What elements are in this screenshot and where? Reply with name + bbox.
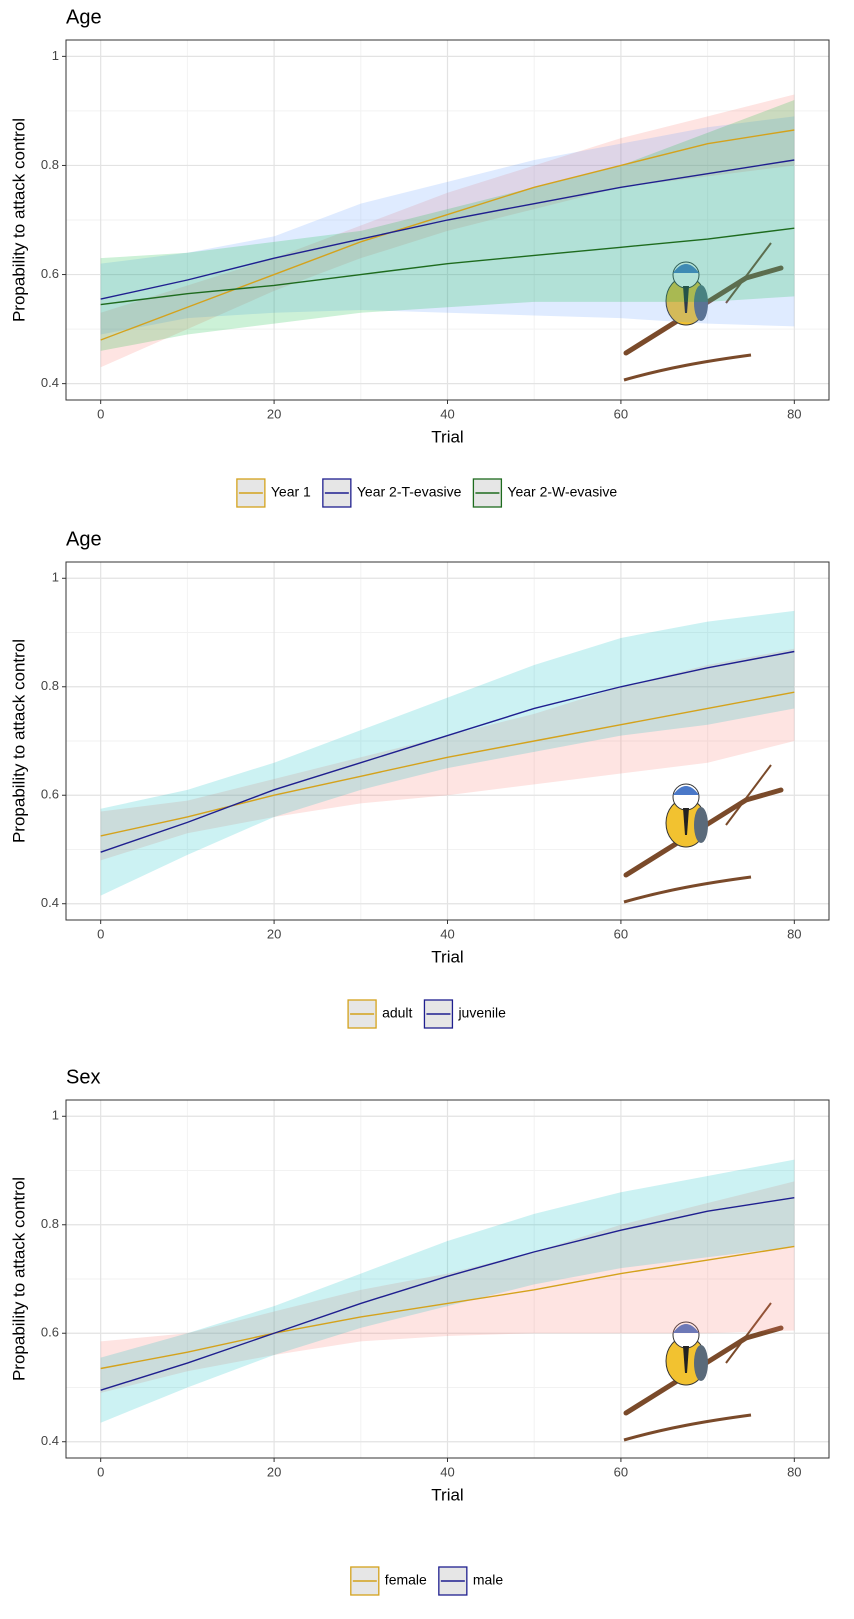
x-tick-label: 80	[787, 1464, 801, 1479]
y-tick-label: 0.8	[41, 678, 59, 693]
x-tick-label: 60	[614, 1464, 628, 1479]
y-tick-label: 0.6	[41, 266, 59, 281]
y-axis-title: Propability to attack control	[9, 639, 28, 843]
bird-stripe	[683, 808, 689, 835]
line	[100, 227, 795, 306]
line	[100, 129, 795, 341]
plot-border	[65, 39, 830, 401]
y-tick-label: 1	[52, 570, 59, 585]
y-axis-title: Propability to attack control	[9, 1177, 28, 1381]
panel: Age Trial Propability to attack control 0 20…	[9, 528, 830, 1029]
legend-label: Year 2-T-evasive	[357, 484, 462, 500]
confidence-band	[100, 100, 795, 351]
plot-border	[65, 1099, 830, 1459]
bird-stripe	[683, 1346, 689, 1373]
chart-title: Age	[66, 528, 102, 550]
x-tick-label: 80	[787, 406, 801, 421]
confidence-band	[100, 1159, 795, 1423]
chart-title: Sex	[66, 1066, 100, 1088]
confidence-band	[100, 94, 795, 368]
x-tick-label: 0	[97, 406, 104, 421]
bird-cap	[673, 786, 699, 795]
y-tick-label: 1	[52, 48, 59, 63]
x-axis-title: Trial	[431, 1485, 463, 1504]
plot-marks	[100, 1159, 795, 1423]
x-tick-label: 40	[440, 406, 454, 421]
line	[100, 1196, 795, 1391]
y-tick-label: 0.8	[41, 1216, 59, 1231]
panel: Sex Trial Propability to attack control 0 20…	[9, 1066, 830, 1596]
y-tick-label: 0.4	[41, 1433, 59, 1448]
legend-label: adult	[382, 1005, 412, 1021]
legend-item: adult	[347, 999, 413, 1029]
confidence-band	[100, 1181, 795, 1393]
bird-stripe	[683, 286, 689, 313]
confidence-band	[100, 648, 795, 861]
confidence-band	[100, 116, 795, 335]
plot-marks	[100, 94, 795, 368]
y-tick-label: 0.6	[41, 787, 59, 802]
plot-marks	[100, 610, 795, 896]
legend-label: female	[385, 1572, 427, 1588]
legend-label: male	[473, 1572, 504, 1588]
confidence-band	[100, 610, 795, 896]
legend-item: Year 2-T-evasive	[322, 478, 462, 508]
x-axis-title: Trial	[431, 427, 463, 446]
y-tick-label: 0.4	[41, 375, 59, 390]
y-tick-label: 0.4	[41, 895, 59, 910]
x-tick-label: 20	[267, 926, 281, 941]
chart-title: Age	[66, 6, 102, 28]
x-tick-label: 20	[267, 1464, 281, 1479]
bird-branch	[623, 787, 784, 878]
legend-item: Year 2-W-evasive	[472, 478, 617, 508]
line	[100, 1245, 795, 1370]
y-tick-label: 0.8	[41, 157, 59, 172]
bird-wing	[694, 285, 708, 321]
bird-branch	[725, 242, 772, 304]
y-tick-label: 0.6	[41, 1325, 59, 1340]
panel: Age Trial Propability to attack control 0 20…	[9, 6, 830, 508]
legend-label: juvenile	[457, 1005, 506, 1021]
bird-cap	[673, 264, 699, 273]
x-tick-label: 80	[787, 926, 801, 941]
bird-wing	[694, 1345, 708, 1381]
legend: Year 1 Year 2-T-evasive Year 2-W-evasive	[236, 478, 617, 508]
x-tick-label: 0	[97, 926, 104, 941]
bird-branch	[623, 1325, 784, 1416]
y-tick-label: 1	[52, 1108, 59, 1123]
x-tick-label: 60	[614, 406, 628, 421]
legend-item: female	[350, 1566, 427, 1596]
x-tick-label: 20	[267, 406, 281, 421]
legend-label: Year 1	[271, 484, 311, 500]
bird-branch	[725, 1302, 772, 1364]
legend-label: Year 2-W-evasive	[507, 484, 617, 500]
bird-wing	[694, 807, 708, 843]
x-tick-label: 60	[614, 926, 628, 941]
legend-item: Year 1	[236, 478, 311, 508]
x-tick-label: 40	[440, 1464, 454, 1479]
bird-branch	[725, 764, 772, 826]
bird-cap	[673, 1324, 699, 1333]
line	[100, 650, 795, 853]
bird-branch	[623, 1413, 752, 1442]
line	[100, 159, 795, 300]
legend-item: juvenile	[423, 999, 506, 1029]
plot-border	[65, 561, 830, 921]
legend: adult juvenile	[347, 999, 506, 1029]
line	[100, 691, 795, 837]
bird-branch	[623, 265, 784, 356]
legend: female male	[350, 1566, 504, 1596]
x-tick-label: 40	[440, 926, 454, 941]
x-tick-label: 0	[97, 1464, 104, 1479]
x-axis-title: Trial	[431, 947, 463, 966]
bird-branch	[623, 353, 752, 382]
legend-item: male	[438, 1566, 504, 1596]
bird-branch	[623, 875, 752, 904]
y-axis-title: Propability to attack control	[9, 118, 28, 322]
